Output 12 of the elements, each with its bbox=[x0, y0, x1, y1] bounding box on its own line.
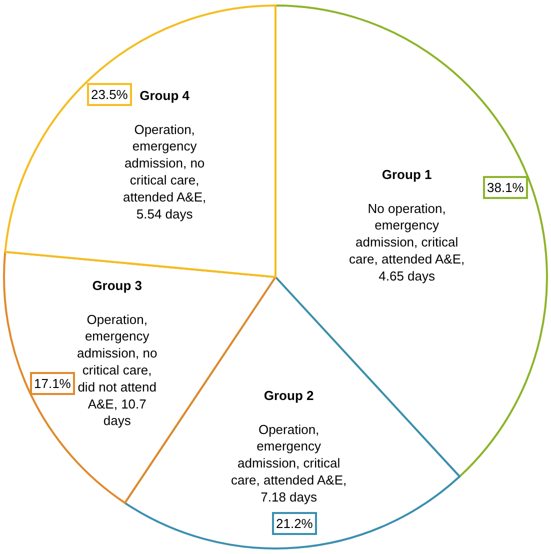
legend-label: Group 4 bbox=[140, 88, 190, 103]
data-label: 23.5% bbox=[91, 87, 128, 102]
text: Operation, emergency admission, critical care, attended A&E, 7.18 days bbox=[231, 422, 347, 504]
slice-label: Group 1 bbox=[382, 167, 432, 182]
slice-label: Group 2 bbox=[264, 388, 314, 403]
text: Operation, emergency admission, no critical care, did not attend A&E, 10.7 days bbox=[77, 312, 158, 428]
text: Operation, emergency admission, no critical care, attended A&E, 5.54 days bbox=[123, 122, 206, 222]
slice-label: Group 3 bbox=[92, 278, 142, 293]
data-label: 21.2% bbox=[276, 516, 314, 531]
data-label: 17.1% bbox=[34, 376, 72, 391]
data-label: 38.1% bbox=[487, 180, 524, 195]
text: No operation, emergency admission, critical care, attended A&E, 4.65 days bbox=[349, 200, 465, 284]
